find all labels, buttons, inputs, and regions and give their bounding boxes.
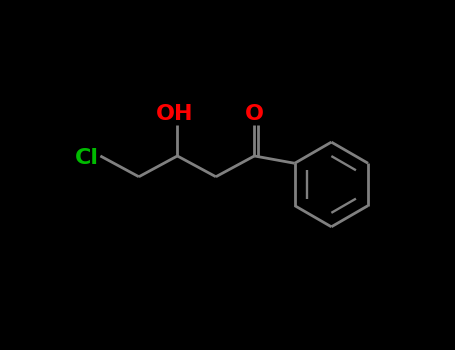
Text: Cl: Cl: [75, 147, 99, 168]
Text: O: O: [245, 104, 264, 124]
Text: OH: OH: [156, 104, 193, 124]
